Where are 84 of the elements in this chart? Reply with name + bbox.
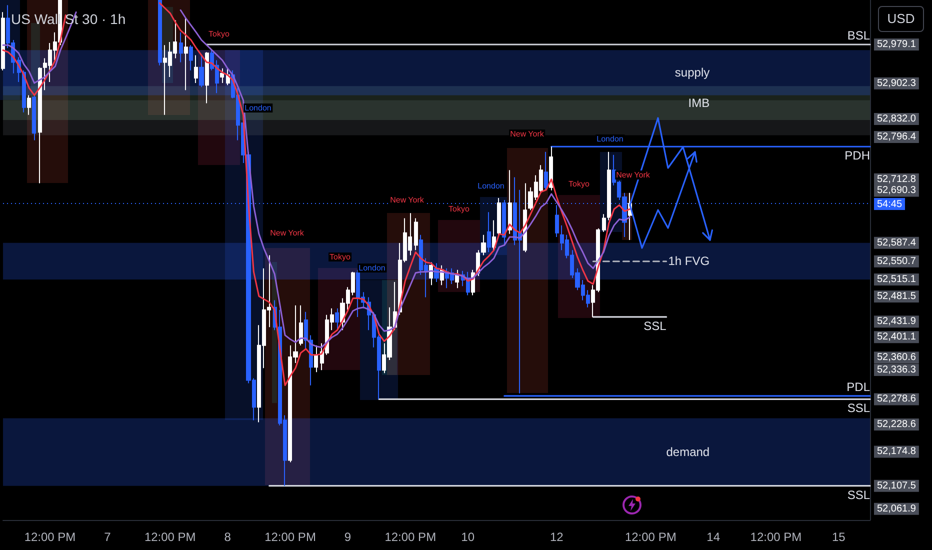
x-tick-label: 12:00 PM [384, 530, 436, 544]
band-label: demand [666, 445, 710, 460]
candlestick [314, 344, 318, 373]
candlestick [179, 32, 183, 63]
y-tick-label: 52,401.1 [877, 332, 916, 343]
annotation: New York [509, 130, 545, 138]
text: 54:45 [874, 198, 906, 210]
annotation: London [476, 182, 506, 190]
candlestick [602, 214, 606, 232]
x-tick-label: 14 [706, 530, 720, 544]
y-tick-label: 52,550.7 [877, 256, 916, 267]
annotation: New York [269, 228, 305, 238]
candlestick [158, 0, 162, 66]
candlestick [487, 212, 491, 253]
y-tick-label: 52,228.6 [877, 419, 916, 430]
x-tick-label: 12:00 PM [24, 530, 76, 544]
annotation: Tokyo [328, 252, 352, 262]
y-tick-label: 52,832.0 [877, 113, 916, 124]
band-label: 1h FVG [668, 254, 710, 268]
candlestick [335, 308, 339, 331]
y-tick-label: 52,107.5 [877, 480, 916, 492]
y-tick-label: 52,061.9 [877, 503, 916, 514]
y-tick-label: 52,481.5 [877, 290, 916, 302]
y-tick-label: 52,587.4 [877, 237, 916, 248]
x-tick-label: 8 [224, 530, 232, 544]
annotation: London [358, 264, 386, 272]
candlestick [27, 94, 31, 116]
candlestick [199, 54, 204, 88]
candlestick [555, 204, 559, 238]
candlestick [194, 54, 198, 84]
y-tick-label: 52,902.3 [877, 78, 916, 89]
x-tick-label: 9 [344, 530, 352, 544]
annotation: Tokyo [448, 204, 470, 214]
x-tick-label: 12:00 PM [144, 530, 196, 544]
candlestick [38, 66, 42, 184]
candlestick [455, 269, 459, 289]
candlestick [1, 12, 5, 71]
y-tick-label: 52,360.6 [877, 352, 916, 364]
candlestick [544, 151, 548, 191]
annotation: London [244, 104, 272, 112]
series-label: SSL [644, 318, 667, 333]
x-tick-label: 12 [550, 530, 564, 544]
series-label: BSL [847, 28, 870, 43]
band-label: supply [674, 66, 710, 80]
annotation: New York [389, 196, 425, 204]
candlestick [184, 18, 188, 91]
annotation: Tokyo [208, 30, 230, 38]
candlestick [304, 311, 308, 350]
candlestick [414, 218, 418, 251]
x-tick-label: 10 [461, 530, 475, 544]
series-label: SSL [847, 488, 870, 502]
candlestick [481, 234, 486, 256]
candlestick [22, 70, 26, 113]
x-tick-label: 12:00 PM [750, 530, 802, 544]
candlestick [299, 304, 303, 346]
candlestick [508, 170, 512, 234]
candlestick [220, 68, 224, 84]
x-tick-label: 15 [832, 530, 846, 544]
y-tick-label: 52,431.9 [877, 316, 916, 328]
series-label: SSL [847, 401, 870, 416]
y-axis-title: USD [878, 6, 924, 32]
y-tick-label: 52,979.1 [877, 39, 916, 50]
y-tick-label: 52,336.3 [877, 364, 916, 376]
x-tick-label: 12:00 PM [264, 530, 316, 544]
y-tick-label: 52,515.1 [877, 274, 916, 285]
series-label: PDL [846, 380, 870, 394]
candlestick [497, 197, 501, 236]
annotation: New York [615, 170, 651, 180]
series-label: PDH [844, 148, 870, 163]
candlestick [32, 94, 36, 141]
annotation: Tokyo [568, 180, 590, 188]
candlestick [492, 220, 496, 251]
y-tick-label: 52,690.3 [877, 185, 916, 196]
candlestick [205, 52, 209, 104]
candlestick [607, 151, 611, 221]
candlestick [189, 44, 193, 71]
x-tick-label: 7 [104, 530, 112, 544]
annotation: London [596, 134, 624, 144]
x-tick-label: 12:00 PM [624, 530, 676, 544]
y-tick-label: 52,712.8 [877, 174, 916, 185]
band-label: IMB [688, 96, 710, 110]
y-tick-label: 52,174.8 [877, 446, 916, 458]
y-tick-label: 52,278.6 [877, 394, 916, 405]
y-tick-label: 52,796.4 [877, 132, 916, 143]
